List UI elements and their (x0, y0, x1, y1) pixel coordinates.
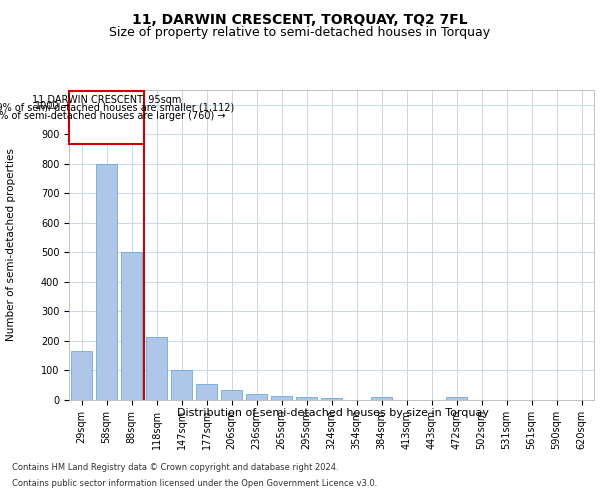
Text: Size of property relative to semi-detached houses in Torquay: Size of property relative to semi-detach… (109, 26, 491, 39)
Bar (446, 397, 467, 400)
Bar (121, 252, 142, 400)
Bar (196, 384, 217, 400)
Text: 11, DARWIN CRESCENT, TORQUAY, TQ2 7FL: 11, DARWIN CRESCENT, TORQUAY, TQ2 7FL (132, 12, 468, 26)
Text: 40% of semi-detached houses are larger (760) →: 40% of semi-detached houses are larger (… (0, 110, 226, 120)
Bar (221, 390, 242, 400)
Bar (71, 352, 92, 400)
Text: ← 59% of semi-detached houses are smaller (1,112): ← 59% of semi-detached houses are smalle… (0, 102, 234, 113)
Bar (171, 370, 192, 400)
Bar (146, 336, 167, 400)
Bar (246, 394, 267, 400)
Text: 11 DARWIN CRESCENT: 95sqm: 11 DARWIN CRESCENT: 95sqm (32, 95, 181, 105)
Text: Contains HM Land Registry data © Crown copyright and database right 2024.: Contains HM Land Registry data © Crown c… (12, 462, 338, 471)
Bar (69, 92, 144, 144)
Text: Distribution of semi-detached houses by size in Torquay: Distribution of semi-detached houses by … (177, 408, 489, 418)
Bar (321, 398, 342, 400)
Bar (96, 164, 117, 400)
Bar (271, 396, 292, 400)
Bar (296, 397, 317, 400)
Bar (371, 397, 392, 400)
Text: Contains public sector information licensed under the Open Government Licence v3: Contains public sector information licen… (12, 479, 377, 488)
Y-axis label: Number of semi-detached properties: Number of semi-detached properties (7, 148, 17, 342)
